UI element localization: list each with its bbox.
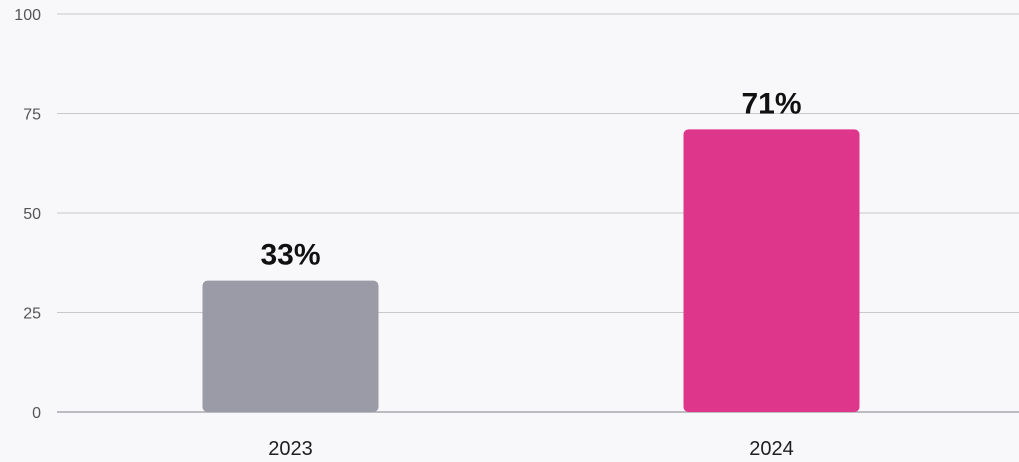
bars bbox=[202, 129, 860, 413]
bar-2023 bbox=[202, 280, 379, 412]
bar-2024 bbox=[683, 129, 860, 413]
y-tick-label: 100 bbox=[14, 7, 41, 24]
data-label-2023: 33% bbox=[260, 239, 320, 272]
y-tick-label: 0 bbox=[32, 405, 41, 422]
x-tick-label-2023: 2023 bbox=[268, 438, 313, 460]
x-axis-ticks: 2023 2024 bbox=[268, 438, 794, 460]
x-tick-label-2024: 2024 bbox=[749, 438, 794, 460]
y-tick-label: 75 bbox=[23, 107, 41, 124]
y-axis-ticks: 0 25 50 75 100 bbox=[14, 7, 41, 422]
y-tick-label: 50 bbox=[23, 206, 41, 223]
y-tick-label: 25 bbox=[23, 306, 41, 323]
grid-lines bbox=[57, 13, 1019, 413]
data-label-2024: 71% bbox=[741, 87, 801, 120]
data-labels: 33% 71% bbox=[260, 87, 801, 271]
